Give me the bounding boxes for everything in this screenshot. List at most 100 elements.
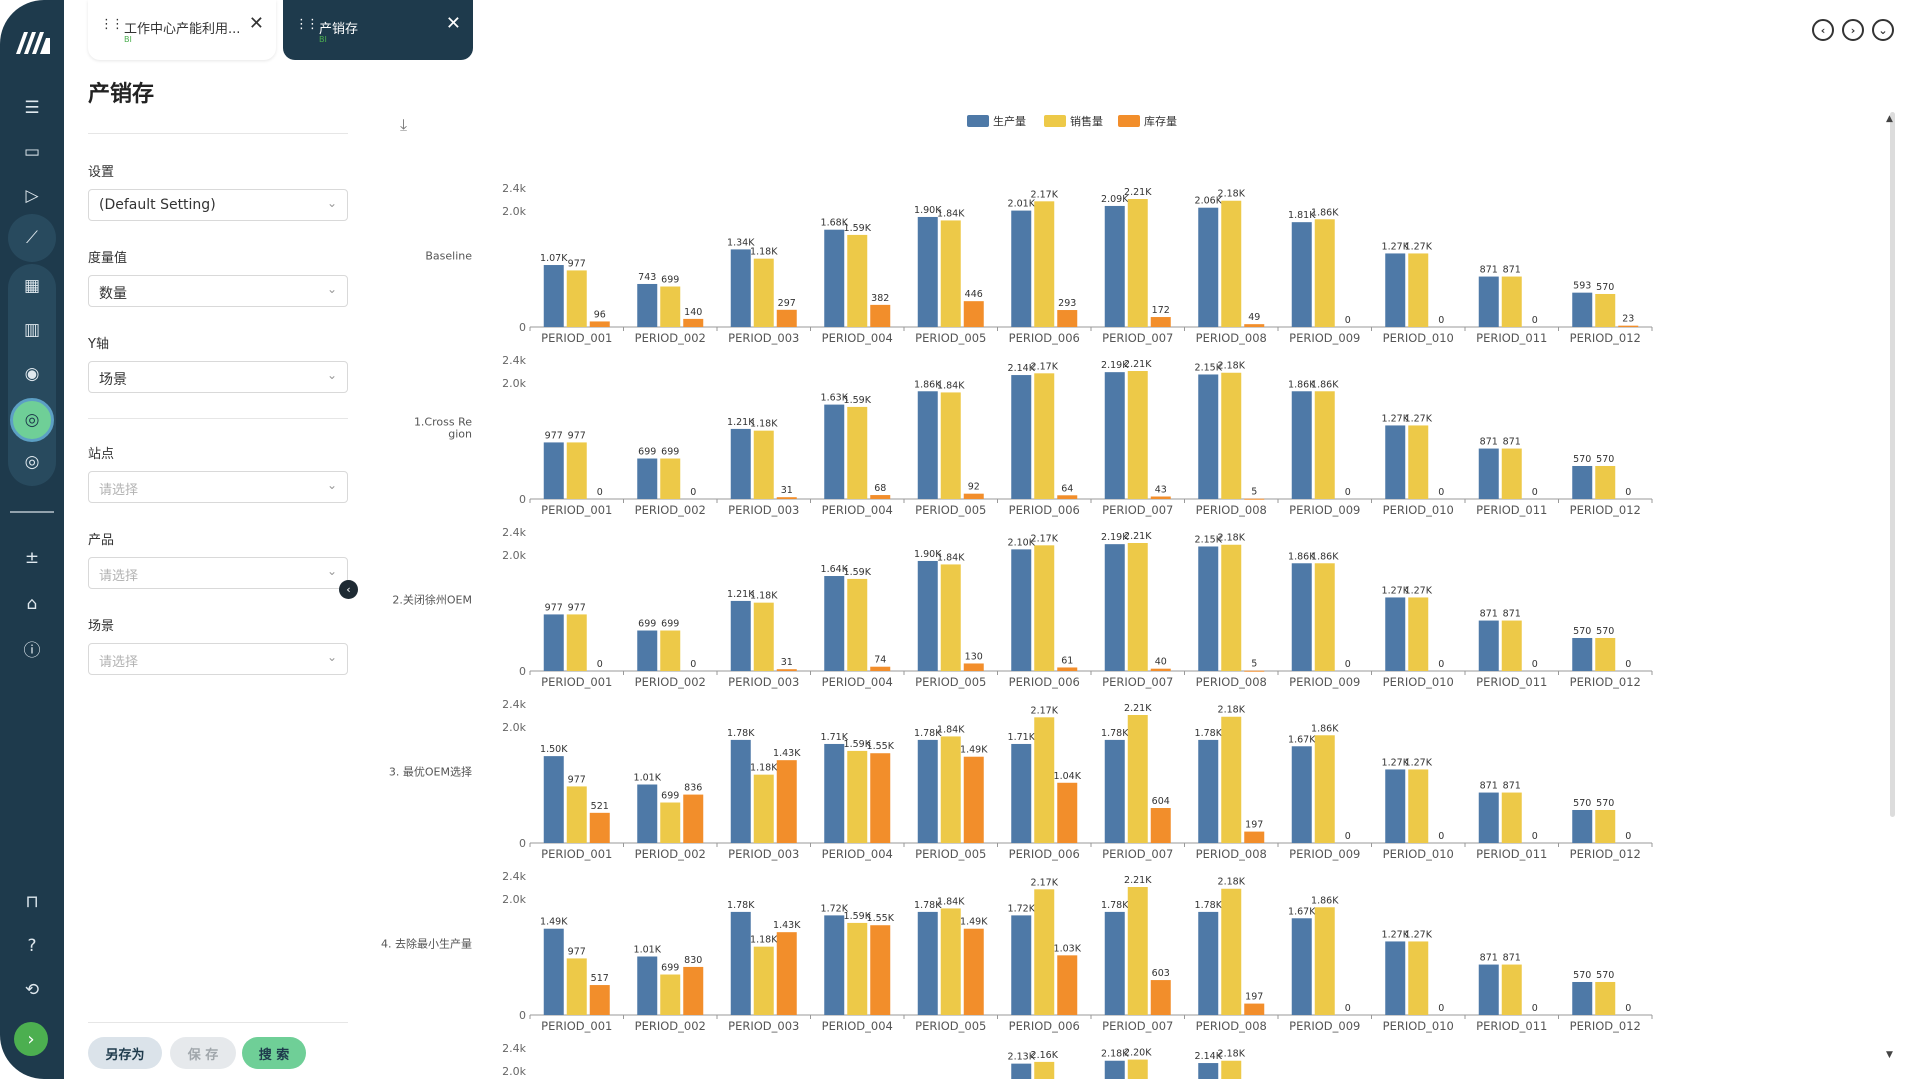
- data-label: 2.14K: [1008, 363, 1036, 374]
- data-label: 1.78K: [914, 728, 942, 739]
- bar: [847, 406, 868, 499]
- data-label: 1.81K: [1288, 210, 1316, 221]
- bar: [1127, 1059, 1148, 1079]
- y-tick-label: 0: [519, 1009, 526, 1022]
- data-label: 2.17K: [1031, 361, 1059, 372]
- monitor-chart-icon[interactable]: ▭: [23, 142, 41, 162]
- next-icon[interactable]: ›: [1842, 19, 1864, 41]
- data-label: 92: [968, 482, 980, 493]
- x-tick-label: PERIOD_002: [635, 847, 706, 861]
- split-icon[interactable]: ±: [24, 548, 40, 568]
- bar: [1221, 372, 1242, 499]
- measure-select[interactable]: 数量 ⌄: [88, 275, 348, 307]
- data-label: 1.43K: [773, 920, 801, 931]
- logout-icon[interactable]: ⟲: [24, 980, 40, 1000]
- download-icon[interactable]: ⤓: [400, 115, 408, 134]
- help-icon[interactable]: ?: [27, 936, 37, 956]
- chevron-down-icon: ⌄: [326, 650, 337, 664]
- chevron-down-icon: ⌄: [326, 282, 337, 296]
- site-select[interactable]: 请选择 ⌄: [88, 471, 348, 503]
- data-label: 2.21K: [1124, 359, 1152, 370]
- legend-swatch: [967, 115, 989, 127]
- data-label: 5: [1251, 659, 1257, 670]
- chart-scrollbar[interactable]: [1890, 112, 1895, 817]
- product-select[interactable]: 请选择 ⌄: [88, 557, 348, 589]
- logo-icon[interactable]: [10, 22, 54, 62]
- data-label: 1.86K: [1311, 207, 1339, 218]
- data-label: 1.21K: [727, 417, 755, 428]
- arrow-right-icon[interactable]: ›: [14, 1022, 48, 1056]
- data-label: 977: [568, 258, 586, 269]
- bar: [1150, 980, 1171, 1015]
- eye-screen-icon[interactable]: ◉: [24, 364, 40, 384]
- y-tick-label: 2.4k: [502, 354, 526, 367]
- target-icon[interactable]: ◎: [24, 452, 40, 472]
- data-label: 1.49K: [960, 917, 988, 928]
- scroll-down-icon[interactable]: ▼: [1886, 1050, 1893, 1060]
- yaxis-select[interactable]: 场景 ⌄: [88, 361, 348, 393]
- x-tick-label: PERIOD_004: [822, 503, 893, 517]
- play-icon[interactable]: ▷: [25, 186, 39, 206]
- bar: [637, 458, 658, 499]
- info-icon[interactable]: ⓘ: [23, 640, 41, 661]
- save-button[interactable]: 保 存: [170, 1037, 236, 1069]
- data-label: 1.27K: [1382, 757, 1410, 768]
- x-tick-label: PERIOD_001: [541, 847, 612, 861]
- x-tick-label: PERIOD_002: [635, 675, 706, 689]
- bar: [589, 321, 610, 327]
- drag-handle-icon[interactable]: ⋮⋮: [295, 17, 319, 32]
- close-icon[interactable]: ✕: [248, 13, 264, 34]
- x-tick-label: PERIOD_012: [1570, 503, 1641, 517]
- building-icon[interactable]: ▥: [23, 320, 41, 340]
- bar: [940, 908, 961, 1015]
- prev-icon[interactable]: ‹: [1812, 19, 1834, 41]
- bar: [1314, 391, 1335, 499]
- bar: [1198, 911, 1219, 1015]
- data-label: 0: [1345, 1003, 1351, 1014]
- bar: [1011, 915, 1032, 1015]
- tab-capacity[interactable]: ⋮⋮ 工作中心产能利用... BI ✕: [88, 0, 276, 60]
- bar: [1385, 941, 1406, 1015]
- data-label: 1.43K: [773, 748, 801, 759]
- bar: [824, 404, 845, 499]
- bar: [1221, 716, 1242, 843]
- data-label: 570: [1573, 454, 1591, 465]
- bar: [847, 578, 868, 671]
- site-label: 站点: [88, 447, 115, 462]
- x-tick-label: PERIOD_008: [1196, 675, 1267, 689]
- lock-icon[interactable]: ⊓: [25, 892, 39, 912]
- y-tick-label: 2.0k: [502, 1065, 526, 1078]
- data-label: 1.84K: [937, 380, 965, 391]
- bar: [940, 392, 961, 499]
- bar: [1408, 597, 1429, 671]
- bar: [1034, 717, 1055, 843]
- x-tick-label: PERIOD_009: [1289, 847, 1360, 861]
- table-icon[interactable]: ▦: [23, 276, 41, 296]
- bar: [1127, 371, 1148, 499]
- target-analysis-icon[interactable]: ◎: [24, 410, 40, 430]
- factory-icon[interactable]: ⌂: [26, 594, 38, 614]
- bar: [870, 925, 891, 1015]
- rail-active-item[interactable]: [10, 398, 54, 442]
- bar: [543, 928, 564, 1015]
- bar: [847, 922, 868, 1015]
- x-tick-label: PERIOD_012: [1570, 1019, 1641, 1033]
- search-button[interactable]: 搜 索: [242, 1037, 306, 1069]
- drag-handle-icon[interactable]: ⋮⋮: [100, 17, 124, 32]
- settings-select[interactable]: (Default Setting) ⌄: [88, 189, 348, 221]
- save-as-button[interactable]: 另存为: [88, 1037, 162, 1069]
- x-tick-label: PERIOD_012: [1570, 847, 1641, 861]
- close-icon[interactable]: ✕: [445, 13, 461, 34]
- dropdown-icon[interactable]: ⌄: [1872, 19, 1894, 41]
- collapse-panel-icon[interactable]: ‹: [339, 580, 358, 599]
- data-label: 1.18K: [750, 935, 778, 946]
- scroll-up-icon[interactable]: ▲: [1886, 114, 1893, 124]
- list-icon[interactable]: ☰: [24, 98, 40, 118]
- x-tick-label: PERIOD_010: [1383, 331, 1454, 345]
- bar: [940, 220, 961, 327]
- data-label: 1.18K: [750, 419, 778, 430]
- line-chart-icon[interactable]: ⟋: [26, 228, 38, 248]
- data-label: 2.21K: [1124, 187, 1152, 198]
- tab-production-sales-inventory[interactable]: ⋮⋮ 产销存 BI ✕: [283, 0, 473, 60]
- scenario-select[interactable]: 请选择 ⌄: [88, 643, 348, 675]
